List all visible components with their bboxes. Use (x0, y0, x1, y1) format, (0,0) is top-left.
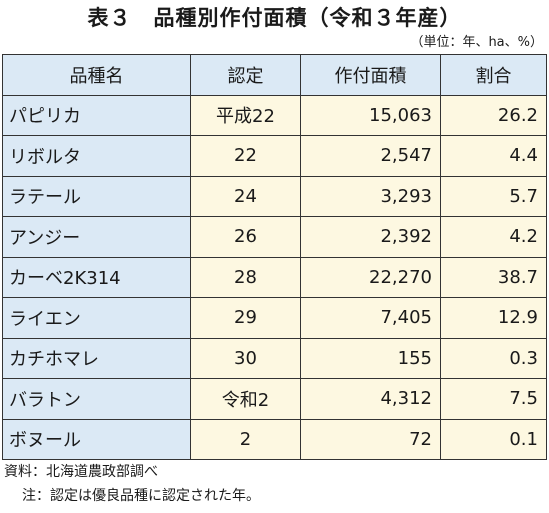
variety-area-table: 品種名 認定 作付面積 割合 パピリカ 平成22 15,063 26.2 リボル… (2, 54, 547, 460)
cell-share: 4.2 (440, 216, 547, 258)
cell-variety: バラトン (2, 378, 191, 420)
table-row: ボヌール 2 72 0.1 (2, 418, 547, 460)
table-notes: 資料：北海道農政部調べ 注：認定は優良品種に認定された年。 (4, 460, 260, 508)
cell-share: 12.9 (440, 297, 547, 339)
cell-variety: ライエン (2, 297, 191, 339)
cell-planted-area: 2,547 (300, 135, 441, 177)
cell-planted-area: 22,270 (300, 256, 441, 298)
cell-certification: 2 (190, 418, 301, 460)
cell-planted-area: 3,293 (300, 175, 441, 217)
cell-variety: ボヌール (2, 418, 191, 460)
cell-variety: カーベ2K314 (2, 256, 191, 298)
table-row: リボルタ 22 2,547 4.4 (2, 135, 547, 177)
cell-certification: 22 (190, 135, 301, 177)
unit-note: （単位：年、ha、%） (410, 35, 543, 50)
cell-variety: ラテール (2, 175, 191, 217)
table-title: 表３ 品種別作付面積（令和３年産） (87, 6, 462, 30)
cell-share: 0.1 (440, 418, 547, 460)
cell-variety: パピリカ (2, 94, 191, 136)
cell-planted-area: 72 (300, 418, 441, 460)
header-share: 割合 (440, 54, 547, 96)
table-row: カチホマレ 30 155 0.3 (2, 337, 547, 379)
header-variety: 品種名 (2, 54, 191, 96)
cell-share: 38.7 (440, 256, 547, 298)
table-row: バラトン 令和2 4,312 7.5 (2, 378, 547, 420)
header-planted-area: 作付面積 (300, 54, 441, 96)
header-certification: 認定 (190, 54, 301, 96)
cell-planted-area: 7,405 (300, 297, 441, 339)
cell-certification: 28 (190, 256, 301, 298)
cell-share: 7.5 (440, 378, 547, 420)
source-note: 資料：北海道農政部調べ (4, 464, 158, 480)
cell-certification: 29 (190, 297, 301, 339)
cell-variety: カチホマレ (2, 337, 191, 379)
cell-certification: 平成22 (190, 94, 301, 136)
cell-planted-area: 155 (300, 337, 441, 379)
cell-share: 26.2 (440, 94, 547, 136)
cell-variety: リボルタ (2, 135, 191, 177)
table-row: ラテール 24 3,293 5.7 (2, 175, 547, 217)
cell-share: 4.4 (440, 135, 547, 177)
cell-share: 0.3 (440, 337, 547, 379)
cell-share: 5.7 (440, 175, 547, 217)
table-row: ライエン 29 7,405 12.9 (2, 297, 547, 339)
table-row: カーベ2K314 28 22,270 38.7 (2, 256, 547, 298)
cell-certification: 24 (190, 175, 301, 217)
table-row: アンジー 26 2,392 4.2 (2, 216, 547, 258)
cell-planted-area: 15,063 (300, 94, 441, 136)
cell-planted-area: 4,312 (300, 378, 441, 420)
cell-certification: 令和2 (190, 378, 301, 420)
cell-planted-area: 2,392 (300, 216, 441, 258)
cell-certification: 26 (190, 216, 301, 258)
table-row: パピリカ 平成22 15,063 26.2 (2, 94, 547, 136)
footnote: 注：認定は優良品種に認定された年。 (22, 488, 260, 504)
cell-variety: アンジー (2, 216, 191, 258)
table-header-row: 品種名 認定 作付面積 割合 (2, 54, 547, 96)
cell-certification: 30 (190, 337, 301, 379)
